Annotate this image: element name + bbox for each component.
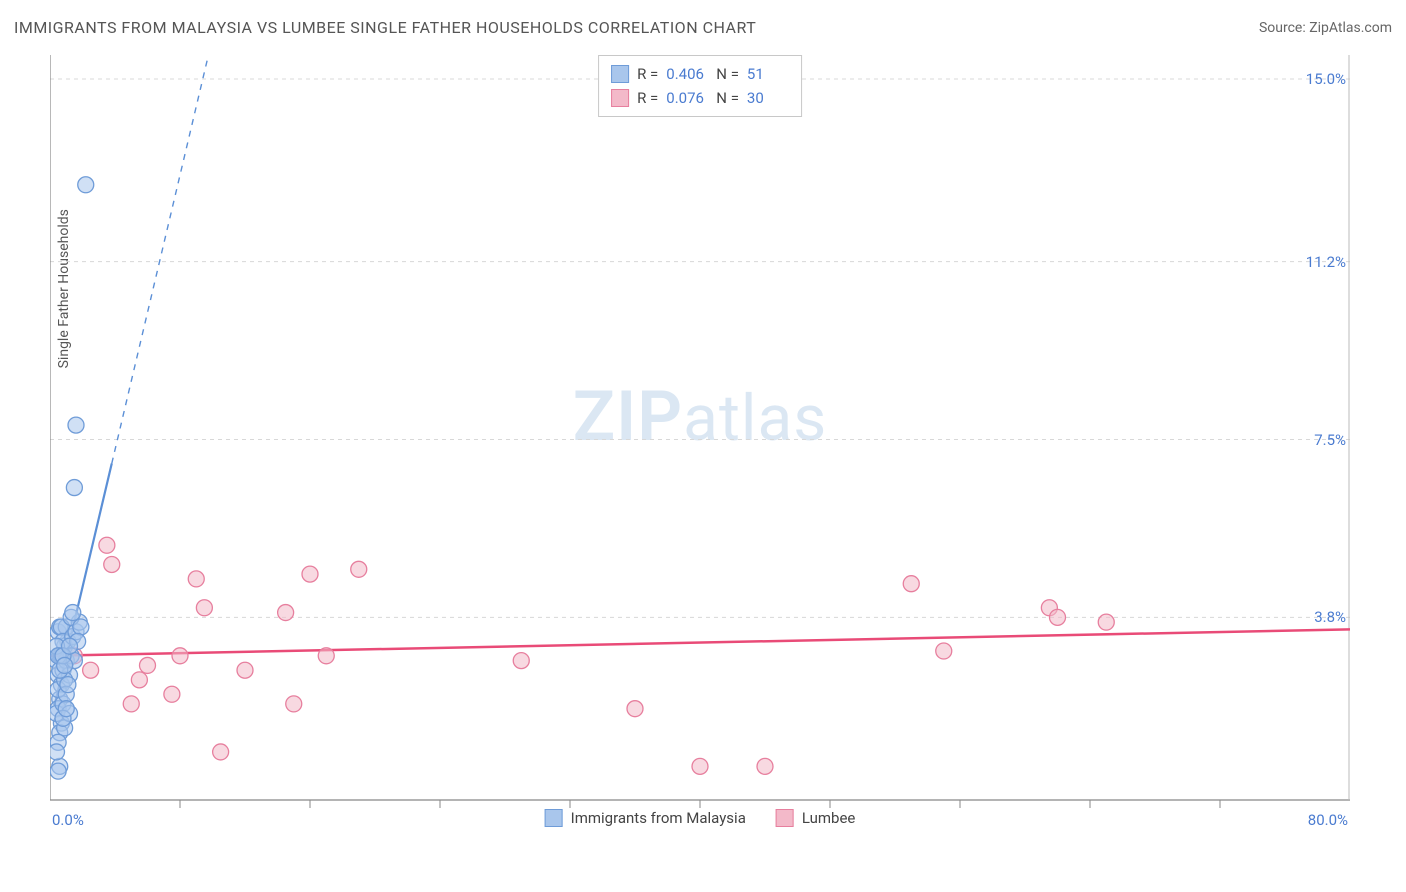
stats-row-series-2: R = 0.076 N = 30	[611, 86, 789, 110]
scatter-chart	[50, 55, 1350, 825]
y-tick-label: 15.0%	[1306, 70, 1346, 88]
x-axis-max-label: 80.0%	[1308, 811, 1348, 829]
plot-area: Single Father Households ZIPatlas R = 0.…	[50, 55, 1350, 825]
legend-swatch-series-1	[545, 809, 563, 827]
stats-legend-box: R = 0.406 N = 51 R = 0.076 N = 30	[598, 55, 802, 117]
stats-row-series-1: R = 0.406 N = 51	[611, 62, 789, 86]
bottom-legend: Immigrants from Malaysia Lumbee	[545, 809, 856, 827]
swatch-series-1	[611, 65, 629, 83]
legend-item-series-2: Lumbee	[776, 809, 856, 827]
y-tick-label: 11.2%	[1306, 253, 1346, 271]
legend-label-series-2: Lumbee	[802, 809, 856, 827]
legend-label-series-1: Immigrants from Malaysia	[571, 809, 746, 827]
y-tick-label: 7.5%	[1314, 431, 1346, 449]
swatch-series-2	[611, 89, 629, 107]
chart-title: IMMIGRANTS FROM MALAYSIA VS LUMBEE SINGL…	[14, 18, 756, 37]
y-tick-label: 3.8%	[1314, 608, 1346, 626]
legend-item-series-1: Immigrants from Malaysia	[545, 809, 746, 827]
source-attribution: Source: ZipAtlas.com	[1259, 20, 1392, 36]
x-axis-min-label: 0.0%	[52, 811, 84, 829]
legend-swatch-series-2	[776, 809, 794, 827]
